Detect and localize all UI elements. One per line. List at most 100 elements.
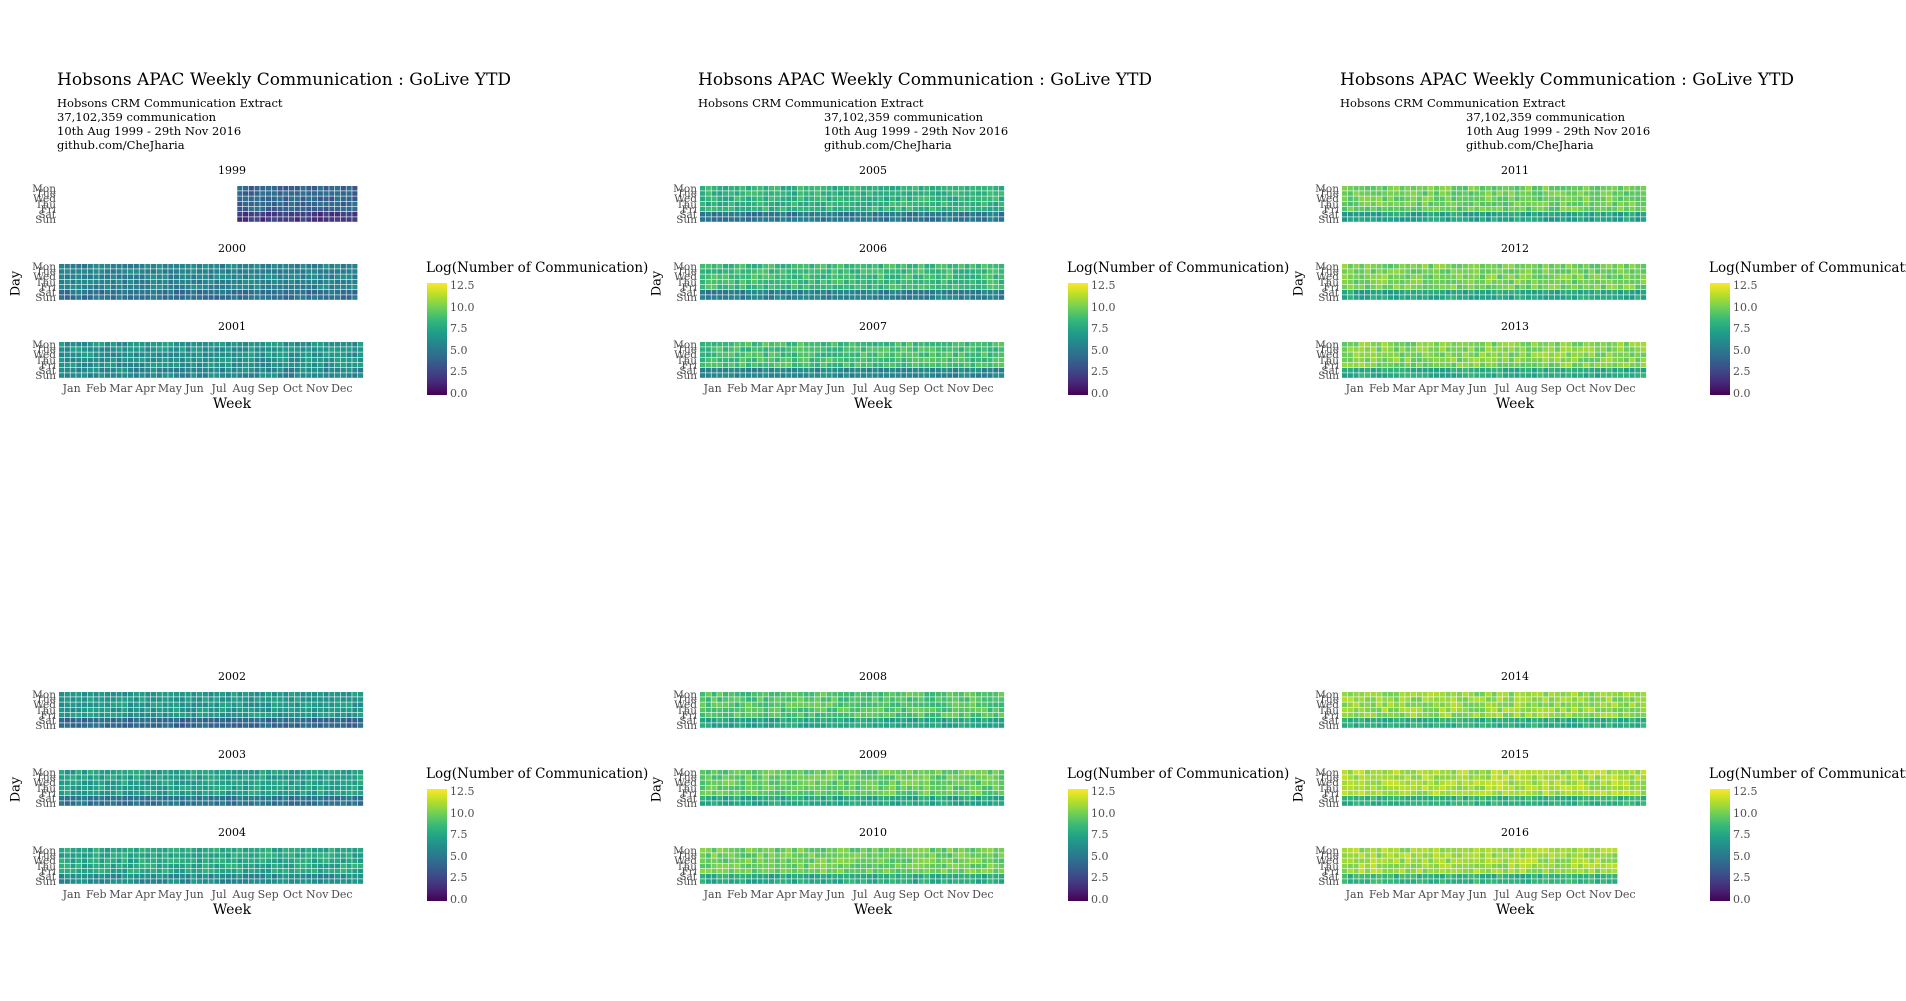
heat-cell: [1572, 284, 1578, 290]
heat-cell: [981, 284, 987, 290]
heat-cell: [185, 697, 191, 702]
heat-cell: [202, 295, 208, 300]
heat-cell: [1342, 274, 1348, 279]
heat-cell: [746, 347, 752, 352]
heat-cell: [1583, 274, 1589, 279]
heat-cell: [260, 780, 266, 785]
heat-cell: [1491, 196, 1497, 201]
heat-cell: [1353, 368, 1359, 373]
heat-cell: [300, 868, 306, 874]
day-label: Sun: [1318, 214, 1339, 227]
heat-cell: [82, 796, 88, 801]
heat-cell: [352, 790, 358, 796]
heat-cell: [139, 868, 145, 874]
heat-cell: [168, 373, 174, 378]
heat-cell: [237, 368, 243, 373]
heat-cell: [1365, 217, 1371, 222]
heat-cell: [797, 196, 803, 201]
heat-cell: [1595, 362, 1601, 368]
heat-cell: [711, 196, 717, 201]
heat-cell: [734, 775, 740, 780]
heat-cell: [208, 373, 214, 378]
heat-cell: [723, 357, 729, 363]
heat-cell: [1623, 347, 1629, 352]
heat-cell: [128, 780, 134, 785]
heat-cell: [734, 697, 740, 702]
heat-cell: [809, 785, 815, 791]
heat-cell: [312, 712, 318, 718]
heat-cell: [225, 274, 231, 279]
heat-cell: [105, 868, 111, 874]
heat-cell: [1428, 279, 1434, 285]
heat-cell: [70, 775, 76, 780]
heat-cell: [323, 702, 329, 707]
heat-cell: [208, 790, 214, 796]
heat-cell: [1589, 362, 1595, 368]
heat-cell: [214, 697, 220, 702]
heat-cell: [797, 206, 803, 212]
heat-cell: [861, 692, 867, 697]
heat-cell: [878, 373, 884, 378]
heat-cell: [139, 264, 145, 269]
heat-cell: [1572, 290, 1578, 295]
heat-cell: [266, 269, 272, 274]
heat-cell: [82, 274, 88, 279]
heat-cell: [1491, 186, 1497, 191]
heat-cell: [1537, 347, 1543, 352]
heat-cell: [266, 206, 272, 212]
heat-cell: [70, 785, 76, 791]
heat-cell: [335, 347, 341, 352]
heat-cell: [1526, 212, 1532, 217]
heat-cell: [93, 723, 99, 728]
heat-cell: [786, 201, 792, 207]
heat-cell: [168, 853, 174, 858]
heat-cell: [872, 264, 878, 269]
heat-cell: [734, 279, 740, 285]
heat-cell: [208, 785, 214, 791]
heat-cell: [930, 702, 936, 707]
heat-cell: [717, 796, 723, 801]
heat-cell: [763, 785, 769, 791]
heat-cell: [70, 868, 76, 874]
day-label: Mon: [673, 183, 697, 195]
heat-cell: [70, 373, 76, 378]
heat-cell: [133, 269, 139, 274]
heat-cell: [289, 186, 295, 191]
heat-cell: [352, 290, 358, 295]
heat-cell: [87, 707, 93, 713]
heat-cell: [797, 191, 803, 196]
heat-cell: [151, 269, 157, 274]
heat-cell: [1554, 191, 1560, 196]
heat-cell: [918, 357, 924, 363]
heat-cell: [358, 868, 364, 874]
heat-cell: [271, 269, 277, 274]
heat-cell: [746, 373, 752, 378]
heat-cell: [1434, 342, 1440, 347]
heat-cell: [918, 692, 924, 697]
heat-cell: [145, 279, 151, 285]
heat-cell: [260, 858, 266, 863]
heat-cell: [145, 723, 151, 728]
heat-cell: [826, 352, 832, 357]
heat-cell: [757, 718, 763, 723]
heat-cell: [757, 191, 763, 196]
heat-cell: [746, 264, 752, 269]
heat-cell: [254, 342, 260, 347]
heat-cell: [358, 858, 364, 863]
heat-cell: [243, 274, 249, 279]
heat-cell: [225, 352, 231, 357]
heat-cell: [832, 186, 838, 191]
heat-cell: [912, 212, 918, 217]
heat-cell: [289, 274, 295, 279]
heat-cell: [99, 718, 105, 723]
heat-cell: [843, 368, 849, 373]
heat-cell: [786, 284, 792, 290]
heat-cell: [1347, 284, 1353, 290]
heat-cell: [792, 274, 798, 279]
heat-cell: [346, 770, 352, 775]
heat-cell: [1388, 212, 1394, 217]
heat-cell: [1457, 264, 1463, 269]
heat-cell: [872, 191, 878, 196]
heat-cell: [1635, 196, 1641, 201]
heat-cell: [1595, 279, 1601, 285]
